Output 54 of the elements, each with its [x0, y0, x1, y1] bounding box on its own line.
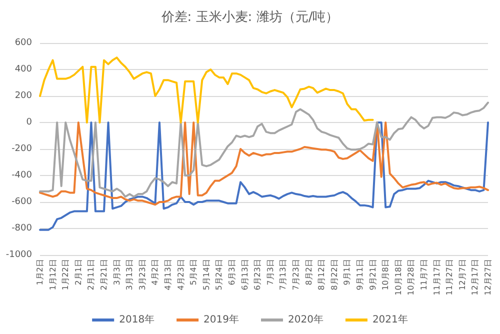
legend-label: 2021年 — [372, 314, 408, 326]
x-tick-label: 11月7日 — [420, 259, 428, 290]
line-series — [39, 56, 374, 124]
x-tick-label: 7月23日 — [292, 259, 300, 290]
y-tick-label: -200 — [12, 144, 32, 154]
x-tick-label: 7月13日 — [278, 259, 288, 290]
x-tick-label: 12月7日 — [458, 259, 467, 290]
x-tick-label: 10月18日 — [394, 259, 403, 296]
x-tick-label: 7月3日 — [266, 259, 275, 286]
x-tick-label: 12月17日 — [470, 259, 480, 296]
y-tick-label: 0 — [26, 118, 32, 128]
line-series — [39, 102, 489, 198]
x-tick-label: 1月22日 — [61, 259, 70, 290]
x-tick-label: 6月23日 — [253, 259, 262, 290]
legend-label: 2018年 — [119, 314, 155, 326]
x-tick-label: 10月8日 — [381, 259, 390, 290]
line-series — [39, 122, 489, 231]
x-tick-label: 12月27日 — [484, 259, 492, 296]
x-tick-label: 11月17日 — [432, 259, 442, 296]
x-tick-label: 9月1日 — [342, 259, 352, 286]
y-tick-label: 400 — [14, 64, 32, 74]
legend-label: 2020年 — [288, 314, 324, 326]
y-tick-label: -600 — [12, 197, 32, 207]
x-tick-label: 11月27日 — [445, 259, 454, 296]
x-tick-label: 8月2日 — [304, 259, 314, 286]
x-tick-label: 5月14日 — [202, 259, 211, 290]
x-tick-label: 5月4日 — [189, 259, 198, 286]
y-tick-label: -1000 — [6, 250, 32, 260]
line-series — [39, 122, 489, 206]
x-tick-label: 5月24日 — [214, 259, 224, 290]
x-tick-label: 6月13日 — [240, 259, 250, 290]
x-tick-label: 6月3日 — [228, 259, 236, 286]
x-tick-label: 8月22日 — [330, 259, 339, 290]
y-tick-label: -800 — [12, 224, 32, 234]
x-tick-label: 9月11日 — [356, 259, 364, 290]
x-tick-label: 3月13日 — [125, 259, 134, 290]
legend-label: 2019年 — [204, 314, 240, 326]
x-tick-label: 10月28日 — [406, 259, 416, 296]
y-tick-label: 600 — [14, 38, 32, 48]
x-tick-label: 1月2日 — [36, 259, 44, 286]
x-tick-label: 9月21日 — [368, 259, 378, 290]
x-tick-label: 2月1日 — [74, 259, 83, 286]
x-tick-label: 1月12日 — [48, 259, 58, 290]
y-tick-label: 200 — [14, 91, 32, 101]
x-tick-label: 2月21日 — [100, 259, 108, 290]
x-tick-label: 3月3日 — [112, 259, 122, 286]
x-tick-label: 3月23日 — [138, 259, 147, 290]
x-tick-label: 4月23日 — [176, 259, 186, 290]
chart-title: 价差: 玉米小麦: 潍坊（元/吨） — [160, 10, 339, 25]
x-tick-label: 2月11日 — [86, 259, 96, 290]
x-tick-label: 4月13日 — [164, 259, 172, 290]
y-tick-label: -400 — [12, 170, 32, 180]
x-tick-label: 4月2日 — [150, 259, 160, 286]
x-tick-label: 8月12日 — [317, 259, 326, 290]
